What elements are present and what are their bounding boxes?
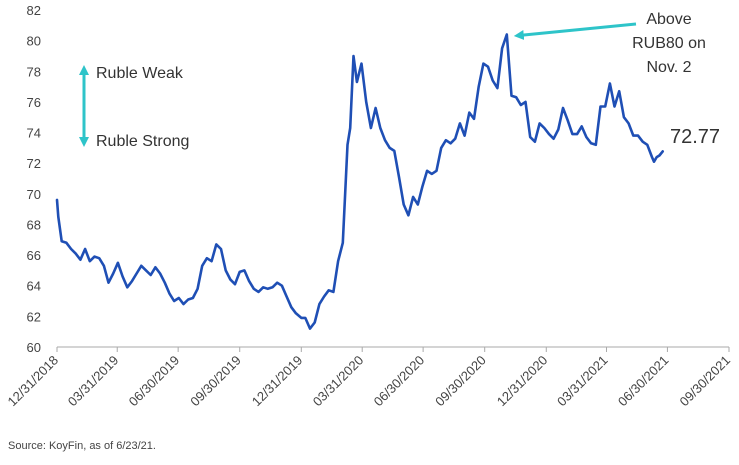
y-tick-label: 66 [27, 248, 41, 263]
x-tick-label: 12/31/2019 [249, 353, 306, 410]
x-tick-label: 09/30/2019 [187, 353, 244, 410]
x-tick-label: 06/30/2020 [371, 353, 428, 410]
ruble-weak-label: Ruble Weak [96, 65, 184, 82]
peak-note-line3: Nov. 2 [646, 59, 691, 76]
x-tick-label: 12/31/2018 [4, 353, 61, 410]
y-tick-label: 82 [27, 3, 41, 18]
x-tick-label: 06/30/2021 [615, 353, 672, 410]
y-tick-label: 64 [27, 279, 41, 294]
x-tick-label: 03/31/2019 [65, 353, 122, 410]
ruble-strong-label: Ruble Strong [96, 133, 189, 150]
x-axis: 12/31/2018 03/31/2019 06/30/2019 09/30/2019… [4, 346, 733, 410]
peak-note-line1: Above [646, 11, 691, 28]
y-tick-label: 78 [27, 64, 41, 79]
peak-note-line2: RUB80 on [632, 35, 706, 52]
y-tick-label: 74 [27, 126, 41, 141]
y-tick-label: 72 [27, 156, 41, 171]
y-axis-ticks: 60 62 64 66 68 70 72 74 76 78 80 82 [27, 3, 41, 355]
x-tick-label: 09/30/2021 [676, 353, 733, 410]
x-tick-label: 06/30/2019 [126, 353, 183, 410]
series-line-usdrub [55, 33, 665, 330]
y-tick-label: 70 [27, 187, 41, 202]
y-tick-label: 68 [27, 217, 41, 232]
x-tick-label: 12/31/2020 [494, 353, 551, 410]
last-value-label: 72.77 [670, 126, 720, 148]
y-tick-label: 80 [27, 34, 41, 49]
y-tick-label: 62 [27, 309, 41, 324]
peak-callout-arrow [513, 22, 637, 40]
series-layer [55, 33, 665, 330]
x-tick-label: 09/30/2020 [432, 353, 489, 410]
y-tick-label: 60 [27, 340, 41, 355]
x-tick-label: 03/31/2020 [310, 353, 367, 410]
y-tick-label: 76 [27, 95, 41, 110]
x-tick-label: 03/31/2021 [554, 353, 611, 410]
source-note: Source: KoyFin, as of 6/23/21. [8, 440, 156, 452]
